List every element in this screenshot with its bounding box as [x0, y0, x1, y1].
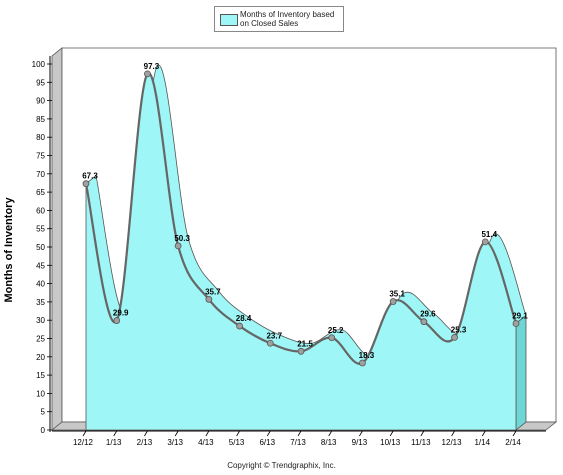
x-tick-mark	[359, 430, 363, 437]
legend: Months of Inventory based on Closed Sale…	[214, 6, 344, 32]
x-tick-mark	[113, 430, 118, 437]
x-tick-label: 3/13	[167, 438, 183, 447]
data-point	[236, 322, 243, 330]
y-tick-label: 95	[36, 78, 45, 87]
y-axis-label: Months of Inventory	[3, 197, 15, 303]
data-labels: 67.3 29.9 97.3 50.3 35.7 28.4 23.7 21.5 25.2 18.3…	[82, 62, 528, 360]
data-point	[328, 334, 336, 342]
y-tick-label: 10	[36, 389, 45, 398]
y-tick-label: 35	[36, 298, 45, 307]
data-point	[144, 70, 151, 78]
y-tick-label: 65	[36, 188, 45, 197]
y-tick-label: 20	[36, 353, 45, 362]
y-axis: 0 5 10 15 20 25 30 35 40 45 50 55 60 65 70 75 80 85 90 95 10…	[32, 56, 52, 435]
data-label: 28.4	[236, 314, 252, 323]
x-tick-label: 4/13	[198, 438, 214, 447]
x-tick-mark	[205, 430, 210, 437]
legend-swatch	[220, 14, 238, 26]
x-tick-mark	[266, 430, 271, 437]
x-tick-label: 1/14	[474, 438, 490, 447]
x-tick-mark	[389, 430, 394, 437]
x-tick-label: 7/13	[290, 438, 306, 447]
series-side-face	[515, 314, 527, 431]
x-tick-mark	[144, 430, 148, 437]
y-tick-label: 40	[36, 280, 45, 289]
y-tick-label: 70	[36, 170, 45, 179]
x-tick-label: 5/13	[229, 438, 245, 447]
data-label: 35.7	[205, 287, 221, 296]
x-tick-mark	[420, 430, 425, 437]
data-label: 29.9	[113, 309, 129, 318]
x-tick-mark	[297, 430, 302, 437]
legend-label-line1: Months of Inventory based	[240, 10, 335, 19]
data-label: 18.3	[359, 351, 375, 360]
data-point	[451, 334, 458, 341]
x-tick-mark	[451, 430, 455, 437]
data-label: 50.3	[174, 234, 190, 243]
x-tick-label: 8/13	[321, 438, 337, 447]
data-label: 29.6	[420, 310, 436, 319]
x-tick-label: 9/13	[352, 438, 368, 447]
legend-label: Months of Inventory based on Closed Sale…	[240, 10, 342, 28]
x-tick-mark	[512, 430, 517, 437]
y-tick-label: 25	[36, 335, 45, 344]
x-tick-mark	[82, 430, 87, 437]
y-tick-label: 5	[41, 408, 46, 417]
data-label: 67.3	[82, 172, 98, 181]
data-point	[389, 298, 397, 305]
x-axis: 12/12 1/13 2/13 3/13 4/13 5/13 6/13 7/13 8/13 9/1…	[52, 430, 546, 447]
x-tick-mark	[236, 430, 240, 437]
y-tick-label: 45	[36, 261, 45, 270]
y-tick-label: 100	[32, 60, 46, 69]
data-label: 21.5	[297, 339, 313, 348]
data-point	[205, 295, 213, 303]
data-label: 97.3	[144, 62, 160, 71]
data-label: 51.4	[481, 230, 497, 239]
data-point	[174, 242, 182, 250]
data-point	[359, 359, 366, 367]
data-label: 25.2	[328, 326, 344, 335]
y-tick-label: 55	[36, 225, 45, 234]
data-markers	[82, 70, 520, 367]
x-tick-mark	[481, 430, 486, 437]
data-label: 23.7	[266, 331, 282, 340]
data-point	[82, 180, 90, 188]
x-tick-mark	[174, 430, 179, 437]
x-tick-label: 12/13	[442, 438, 463, 447]
y-tick-label: 60	[36, 206, 45, 215]
data-point	[481, 238, 489, 246]
x-tick-label: 12/12	[73, 438, 94, 447]
y-tick-label: 50	[36, 243, 45, 252]
left-wall	[51, 47, 63, 431]
x-tick-label: 11/13	[411, 438, 431, 447]
y-tick-label: 90	[36, 97, 45, 106]
x-tick-mark	[328, 430, 333, 437]
data-point	[297, 347, 305, 355]
x-tick-label: 10/13	[380, 438, 401, 447]
data-label: 25.3	[451, 325, 467, 334]
data-point	[113, 317, 121, 324]
y-tick-label: 80	[36, 133, 45, 142]
x-tick-label: 1/13	[106, 438, 122, 447]
data-label: 29.1	[512, 311, 528, 320]
x-tick-label: 2/13	[137, 438, 153, 447]
y-tick-label: 30	[36, 316, 45, 325]
y-tick-label: 85	[36, 115, 45, 124]
y-tick-label: 15	[36, 371, 45, 380]
data-point	[266, 339, 274, 347]
legend-label-line2: on Closed Sales	[240, 19, 299, 28]
data-label: 35.1	[389, 290, 405, 299]
x-tick-label: 6/13	[259, 438, 275, 447]
copyright-text: Copyright © Trendgraphix, Inc.	[227, 461, 336, 470]
series-line	[84, 72, 518, 365]
data-point	[512, 320, 520, 327]
y-tick-label: 0	[41, 426, 46, 435]
x-tick-label: 2/14	[505, 438, 521, 447]
data-point	[420, 318, 428, 326]
y-tick-label: 75	[36, 152, 45, 161]
